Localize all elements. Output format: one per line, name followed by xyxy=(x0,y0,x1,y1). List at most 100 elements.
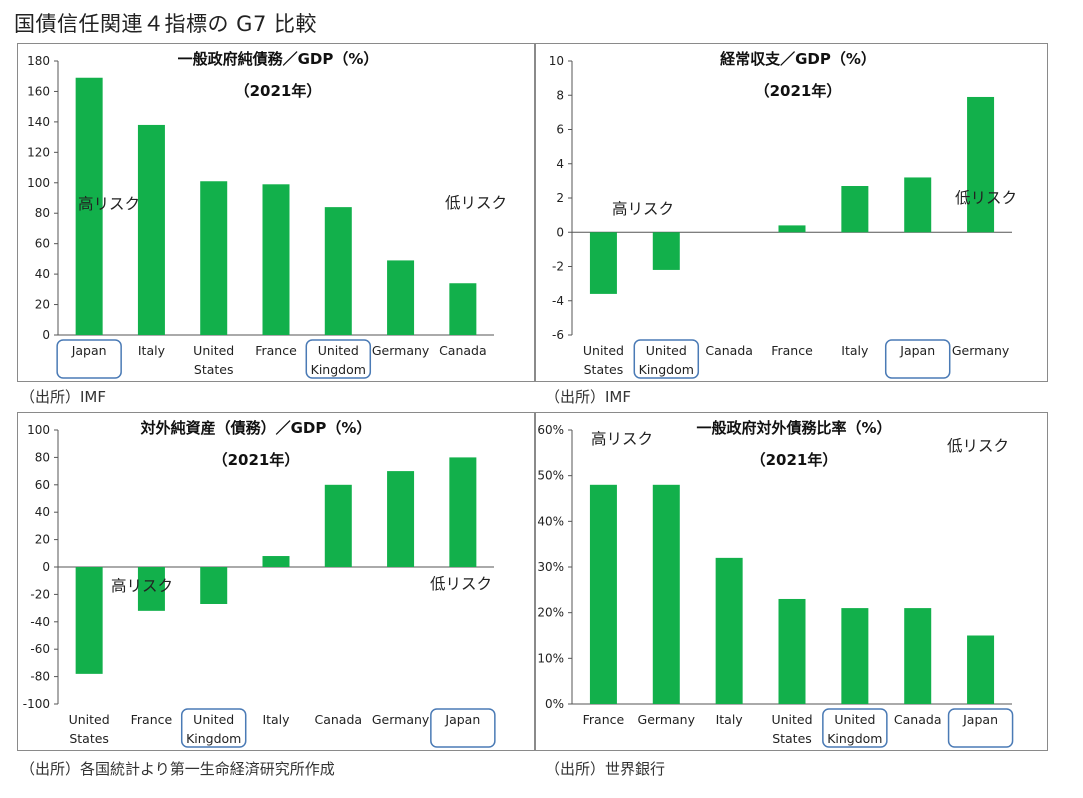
chart-subtitle: （2021年） xyxy=(751,451,838,469)
highlight-box xyxy=(180,708,247,748)
x-tick-label: Japan xyxy=(444,712,480,727)
y-tick-label: 40% xyxy=(537,514,564,528)
x-tick-label: Canada xyxy=(314,712,362,727)
y-tick-label: 0 xyxy=(42,328,50,342)
y-tick-label: 60 xyxy=(35,237,50,251)
page-title: 国債信任関連４指標の G7 比較 xyxy=(14,12,317,36)
x-tick-label: Japan xyxy=(899,343,935,358)
x-tick-label: States xyxy=(584,362,624,377)
y-tick-label: 20 xyxy=(35,298,50,312)
x-tick-label: Kingdom xyxy=(639,362,694,377)
y-tick-label: 30% xyxy=(537,560,564,574)
y-tick-label: 0% xyxy=(545,697,564,711)
y-tick-label: 80 xyxy=(35,450,50,464)
bar-germany xyxy=(652,484,680,704)
bar-france xyxy=(778,225,806,233)
y-tick-label: 2 xyxy=(556,191,564,205)
bar-united-states xyxy=(778,598,806,704)
chart-subtitle: （2021年） xyxy=(235,82,322,100)
x-tick-label: Japan xyxy=(71,343,107,358)
annotation-high-risk: 高リスク xyxy=(78,195,140,213)
y-tick-label: 40 xyxy=(35,267,50,281)
y-tick-label: 8 xyxy=(556,88,564,102)
annotation-low-risk: 低リスク xyxy=(430,575,492,593)
x-tick-label: Canada xyxy=(894,712,942,727)
y-tick-label: 4 xyxy=(556,157,564,171)
y-tick-label: 100 xyxy=(27,176,50,190)
x-tick-label: United xyxy=(583,343,624,358)
annotation-low-risk: 低リスク xyxy=(445,194,507,212)
bar-italy xyxy=(715,557,743,704)
source-note: （出所）世界銀行 xyxy=(545,760,666,778)
x-tick-label: France xyxy=(255,343,297,358)
x-tick-label: States xyxy=(194,362,234,377)
chart-subtitle: （2021年） xyxy=(213,451,300,469)
chart-title: 一般政府対外債務比率（%） xyxy=(696,419,891,437)
bar-germany xyxy=(967,96,995,233)
x-tick-label: Kingdom xyxy=(827,731,882,746)
y-tick-label: 50% xyxy=(537,469,564,483)
y-tick-label: 10% xyxy=(537,651,564,665)
chart-panel-net-debt: 0 20 40 60 80 100 120 140 160 180 Japan Italy United… xyxy=(17,43,535,382)
bar-canada xyxy=(324,484,352,567)
y-tick-label: 80 xyxy=(35,206,50,220)
x-tick-label: Canada xyxy=(705,343,753,358)
chart-subtitle: （2021年） xyxy=(755,82,842,100)
x-tick-label: United xyxy=(771,712,812,727)
bar-japan xyxy=(967,635,995,704)
bar-united-states xyxy=(200,181,228,335)
highlight-box xyxy=(884,339,951,379)
bar-france xyxy=(589,484,617,704)
bar-italy xyxy=(841,186,869,233)
chart-title: 対外純資産（債務）／GDP（%） xyxy=(140,419,372,437)
x-tick-label: Germany xyxy=(372,343,430,358)
bar-japan xyxy=(75,77,103,335)
y-tick-label: 160 xyxy=(27,84,50,98)
y-tick-label: -6 xyxy=(552,328,564,342)
y-tick-label: 0 xyxy=(42,560,50,574)
y-tick-label: -40 xyxy=(30,615,50,629)
y-tick-label: 40 xyxy=(35,505,50,519)
bar-canada xyxy=(449,283,477,335)
x-tick-label: United xyxy=(834,712,875,727)
bar-germany xyxy=(387,260,415,335)
y-tick-label: 0 xyxy=(556,225,564,239)
bar-japan xyxy=(904,177,932,233)
y-tick-label: 100 xyxy=(27,423,50,437)
y-tick-label: -20 xyxy=(30,587,50,601)
highlight-box xyxy=(430,708,496,748)
highlight-box xyxy=(822,708,888,748)
annotation-high-risk: 高リスク xyxy=(612,200,674,218)
highlight-box xyxy=(947,708,1014,748)
chart-title: 一般政府純債務／GDP（%） xyxy=(178,50,379,68)
source-note: （出所）IMF xyxy=(545,388,631,406)
annotation-low-risk: 低リスク xyxy=(955,189,1017,207)
x-tick-label: Italy xyxy=(138,343,166,358)
x-tick-label: United xyxy=(193,712,234,727)
x-tick-label: Germany xyxy=(952,343,1010,358)
chart-panel-current-account: -6 -4 -2 0 2 4 6 8 10 United States United Kingdom Ca… xyxy=(535,43,1048,382)
bar-japan xyxy=(449,457,477,567)
chart-net-foreign-assets: -100 -80 -60 -40 -20 0 20 40 60 80 100 United States… xyxy=(23,419,496,748)
y-tick-label: 60 xyxy=(35,478,50,492)
y-tick-label: -100 xyxy=(23,697,50,711)
highlight-box xyxy=(56,339,122,379)
x-tick-label: States xyxy=(69,731,109,746)
x-tick-label: Kingdom xyxy=(311,362,366,377)
x-tick-label: United xyxy=(193,343,234,358)
chart-net-debt: 0 20 40 60 80 100 120 140 160 180 Japan Italy United… xyxy=(27,50,507,379)
annotation-high-risk: 高リスク xyxy=(591,430,653,448)
bar-united-kingdom xyxy=(652,232,680,270)
highlight-box xyxy=(305,339,372,379)
x-tick-label: France xyxy=(131,712,173,727)
chart-panel-net-foreign-assets: -100 -80 -60 -40 -20 0 20 40 60 80 100 United States… xyxy=(17,412,535,751)
y-tick-label: 140 xyxy=(27,115,50,129)
x-tick-label: France xyxy=(583,712,625,727)
y-tick-label: 120 xyxy=(27,145,50,159)
chart-panel-external-debt-ratio: 0% 10% 20% 30% 40% 50% 60% France Germany Italy Un… xyxy=(535,412,1048,751)
y-tick-label: 20 xyxy=(35,533,50,547)
y-tick-label: 20% xyxy=(537,606,564,620)
bar-germany xyxy=(387,471,415,567)
y-tick-label: -80 xyxy=(30,670,50,684)
x-tick-label: France xyxy=(771,343,813,358)
